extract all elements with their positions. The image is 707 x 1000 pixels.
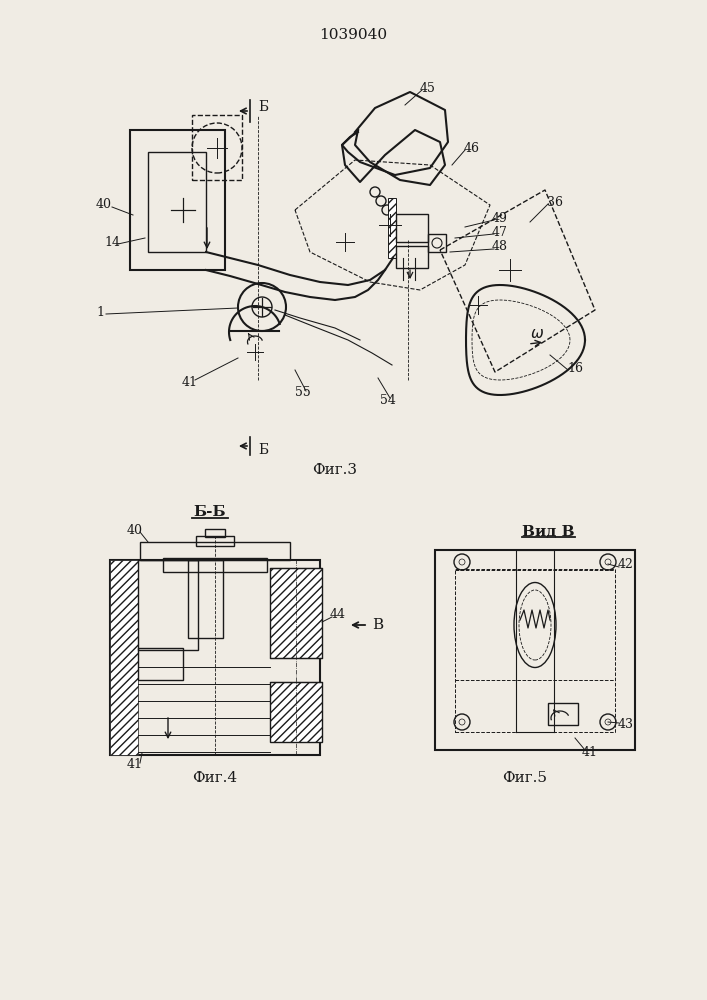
Text: 47: 47 xyxy=(492,226,508,238)
Text: 54: 54 xyxy=(380,393,396,406)
Bar xyxy=(138,560,198,650)
Text: 55: 55 xyxy=(295,386,311,399)
Text: 16: 16 xyxy=(567,361,583,374)
Bar xyxy=(270,682,322,742)
Bar xyxy=(188,560,223,638)
Bar xyxy=(548,703,578,725)
Text: Б: Б xyxy=(258,100,268,114)
Bar xyxy=(396,246,428,268)
Text: 1039040: 1039040 xyxy=(319,28,387,42)
Text: 14: 14 xyxy=(104,235,120,248)
Text: 48: 48 xyxy=(492,240,508,253)
Text: 41: 41 xyxy=(582,746,598,758)
Text: 40: 40 xyxy=(96,198,112,212)
Text: Вид В: Вид В xyxy=(522,525,574,539)
Bar xyxy=(148,152,206,252)
Text: 49: 49 xyxy=(492,212,508,225)
Bar xyxy=(435,550,635,750)
Text: Фиг.3: Фиг.3 xyxy=(312,463,358,477)
Text: Фиг.4: Фиг.4 xyxy=(192,771,238,785)
Text: 41: 41 xyxy=(127,758,143,772)
Text: 44: 44 xyxy=(330,608,346,621)
Text: 43: 43 xyxy=(618,718,634,732)
Bar xyxy=(140,542,290,560)
Bar xyxy=(396,214,428,242)
Text: Б: Б xyxy=(258,443,268,457)
Text: 46: 46 xyxy=(464,141,480,154)
Bar xyxy=(192,115,242,180)
Bar xyxy=(110,560,320,755)
Bar xyxy=(130,130,225,270)
Bar xyxy=(205,529,225,537)
Text: 40: 40 xyxy=(127,524,143,536)
Text: 41: 41 xyxy=(182,375,198,388)
Text: 45: 45 xyxy=(420,82,436,95)
Text: 42: 42 xyxy=(618,558,634,572)
Bar xyxy=(388,198,396,258)
Text: В: В xyxy=(372,618,383,632)
Text: 36: 36 xyxy=(547,196,563,209)
Bar xyxy=(270,568,322,658)
Text: 1: 1 xyxy=(96,306,104,318)
Text: ω: ω xyxy=(531,326,544,342)
Bar xyxy=(163,558,267,572)
Text: Б-Б: Б-Б xyxy=(194,505,226,519)
Bar xyxy=(196,536,234,546)
Bar xyxy=(110,560,138,755)
Bar xyxy=(455,569,615,732)
Text: Фиг.5: Фиг.5 xyxy=(503,771,547,785)
Bar xyxy=(138,648,183,680)
Bar xyxy=(428,234,446,252)
